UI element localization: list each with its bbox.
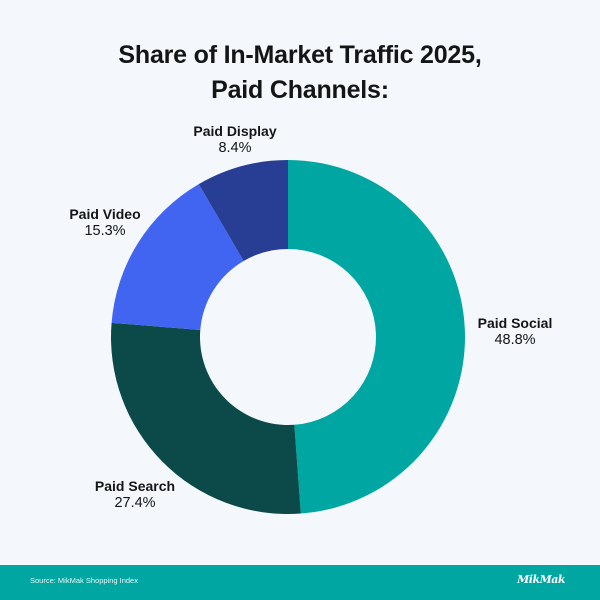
label-name: Paid Search	[94, 478, 176, 494]
label-name: Paid Display	[193, 123, 277, 139]
donut-slice-paid-search	[110, 322, 301, 514]
donut-slice-paid-video	[111, 184, 244, 330]
label-name: Paid Social	[477, 315, 553, 331]
label-pct: 27.4%	[114, 495, 156, 511]
chart-title-line-1: Share of In-Market Traffic 2025,	[118, 41, 482, 69]
label-pct: 8.4%	[218, 140, 252, 156]
label-name: Paid Video	[69, 206, 141, 222]
label-paid-search: Paid Search 27.4%	[82, 478, 188, 512]
chart-title-line-2: Paid Channels:	[211, 76, 389, 104]
label-pct: 48.8%	[494, 332, 536, 348]
label-paid-display: Paid Display 8.4%	[180, 123, 290, 157]
donut-slice-paid-social	[288, 160, 466, 514]
label-paid-video: Paid Video 15.3%	[55, 206, 155, 240]
donut-slice-paid-display	[198, 160, 288, 261]
source-note: Source: MikMak Shopping Index	[30, 576, 138, 585]
mikmak-logo: MikMak	[517, 573, 565, 586]
chart-title: Share of In-Market Traffic 2025, Paid Ch…	[0, 38, 600, 108]
label-pct: 15.3%	[84, 223, 126, 239]
label-paid-social: Paid Social 48.8%	[465, 315, 565, 349]
footer-bar: Source: MikMak Shopping Index MikMak	[0, 565, 600, 600]
